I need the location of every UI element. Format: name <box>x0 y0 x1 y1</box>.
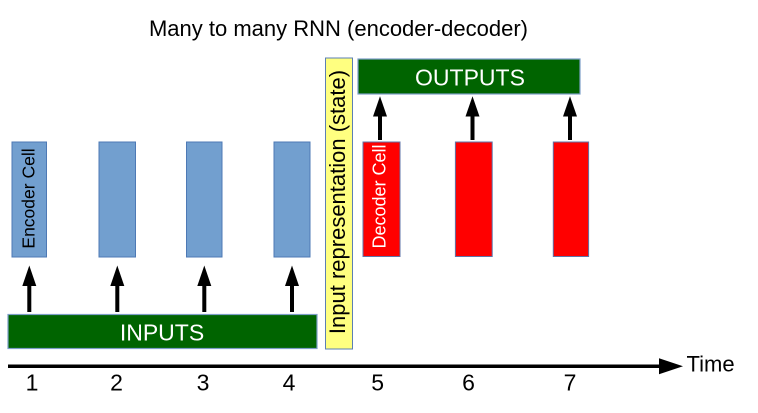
svg-text:Many to many RNN (encoder-deco: Many to many RNN (encoder-decoder) <box>149 16 528 41</box>
svg-text:5: 5 <box>371 370 384 396</box>
svg-text:Time: Time <box>687 352 735 377</box>
svg-text:Encoder Cell: Encoder Cell <box>19 148 39 248</box>
svg-text:2: 2 <box>110 370 123 396</box>
svg-text:6: 6 <box>462 370 475 396</box>
svg-text:1: 1 <box>26 370 39 396</box>
svg-text:Decoder Cell: Decoder Cell <box>370 144 390 248</box>
svg-text:7: 7 <box>564 370 577 396</box>
svg-text:4: 4 <box>283 370 296 396</box>
svg-text:INPUTS: INPUTS <box>120 320 204 346</box>
svg-text:3: 3 <box>197 370 210 396</box>
svg-text:OUTPUTS: OUTPUTS <box>415 65 525 91</box>
svg-text:Input representation (state): Input representation (state) <box>325 70 350 334</box>
